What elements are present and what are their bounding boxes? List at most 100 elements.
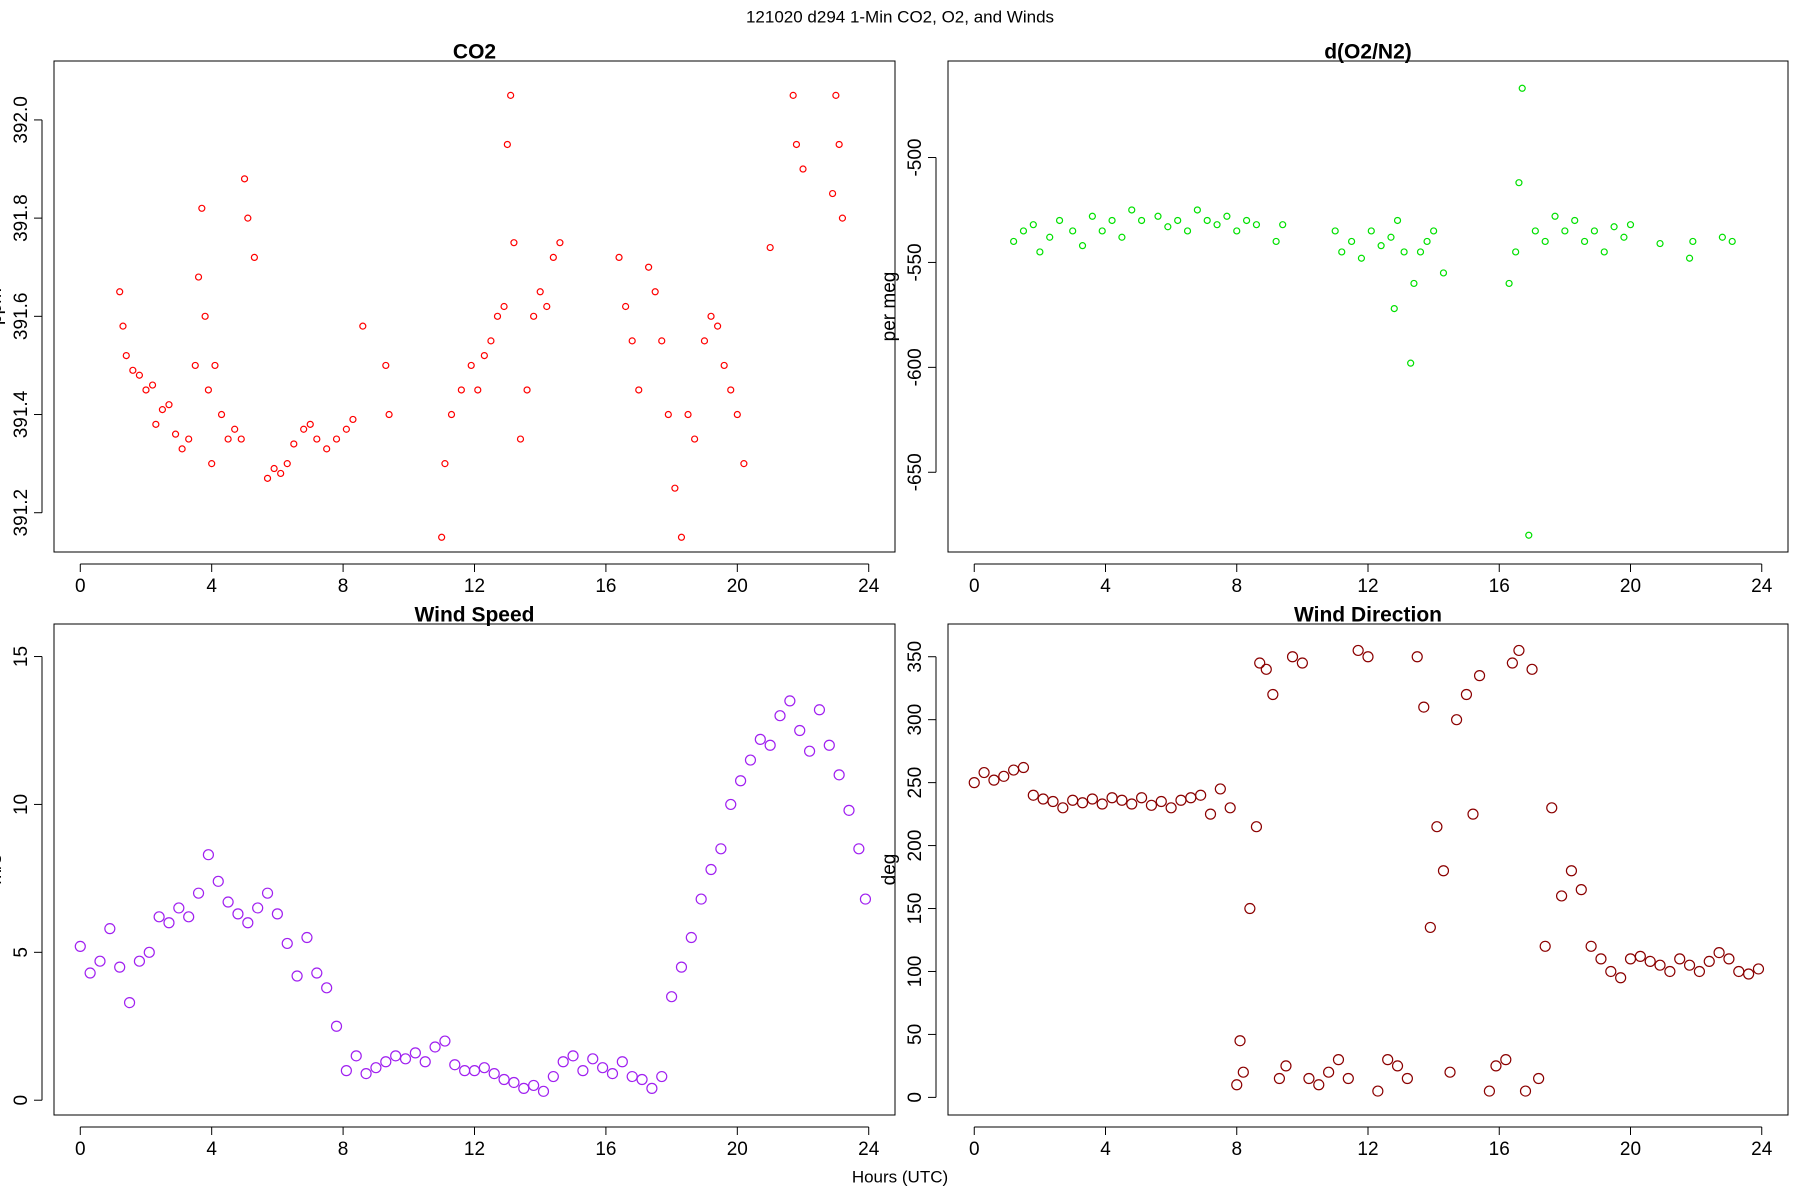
data-point bbox=[615, 253, 623, 261]
data-point bbox=[1338, 248, 1346, 256]
data-point bbox=[1624, 953, 1637, 965]
y-tick-label: 150 bbox=[905, 893, 926, 925]
data-point bbox=[222, 896, 234, 908]
data-point bbox=[439, 1035, 451, 1047]
data-point bbox=[1531, 227, 1539, 235]
data-point bbox=[252, 902, 264, 914]
data-point bbox=[1047, 795, 1059, 808]
data-point bbox=[516, 435, 525, 443]
data-point bbox=[1250, 821, 1263, 833]
data-point bbox=[1126, 798, 1138, 810]
data-point bbox=[1223, 212, 1231, 220]
data-point bbox=[1585, 940, 1597, 952]
data-point bbox=[1193, 206, 1201, 214]
x-tick-label: 4 bbox=[1100, 576, 1111, 597]
data-point bbox=[1347, 237, 1356, 246]
data-point bbox=[240, 175, 249, 183]
data-point bbox=[1555, 890, 1568, 902]
data-point bbox=[1088, 212, 1096, 220]
data-point bbox=[74, 940, 86, 953]
y-tick-label: 10 bbox=[11, 794, 32, 815]
data-point bbox=[1377, 242, 1385, 250]
data-point bbox=[549, 253, 557, 261]
data-point bbox=[382, 361, 390, 370]
data-point bbox=[725, 798, 737, 811]
data-point bbox=[224, 435, 232, 443]
data-point bbox=[1505, 279, 1513, 288]
data-point bbox=[242, 917, 254, 929]
data-point bbox=[1204, 808, 1217, 820]
data-point bbox=[1237, 1066, 1249, 1078]
data-point bbox=[183, 911, 195, 923]
data-point bbox=[1515, 179, 1523, 187]
data-point bbox=[1108, 216, 1116, 225]
data-point bbox=[142, 386, 150, 394]
data-point bbox=[474, 386, 482, 394]
data-point bbox=[1233, 227, 1241, 235]
data-point bbox=[158, 406, 167, 414]
data-point bbox=[700, 337, 709, 345]
data-point bbox=[1411, 651, 1423, 663]
y-axis-label: per meg bbox=[879, 272, 900, 342]
data-point bbox=[487, 337, 495, 345]
data-point bbox=[1267, 688, 1279, 701]
data-point bbox=[744, 754, 757, 766]
x-tick-label: 20 bbox=[1620, 576, 1641, 597]
data-point bbox=[823, 739, 835, 751]
y-tick-label: 391.8 bbox=[11, 194, 32, 242]
data-point bbox=[1467, 808, 1479, 820]
data-point bbox=[123, 997, 136, 1009]
data-point bbox=[500, 302, 508, 311]
data-point bbox=[244, 214, 252, 222]
data-point bbox=[1610, 223, 1618, 231]
data-point bbox=[754, 733, 766, 745]
data-point bbox=[498, 1073, 510, 1086]
data-point bbox=[208, 460, 216, 468]
data-point bbox=[1279, 221, 1287, 229]
data-point bbox=[828, 189, 837, 198]
data-point bbox=[1689, 237, 1697, 246]
data-point bbox=[1313, 1079, 1325, 1091]
data-point bbox=[626, 1070, 638, 1083]
x-tick-label: 12 bbox=[464, 1139, 485, 1160]
data-point bbox=[342, 425, 350, 433]
data-point bbox=[646, 1082, 658, 1094]
data-point bbox=[1437, 865, 1450, 877]
x-tick-label: 16 bbox=[595, 1139, 616, 1160]
data-point bbox=[658, 337, 666, 345]
data-point bbox=[1203, 216, 1211, 225]
data-point bbox=[488, 1067, 500, 1080]
data-point bbox=[547, 1070, 559, 1083]
data-point bbox=[537, 1085, 550, 1097]
data-point bbox=[1571, 216, 1579, 225]
y-axis-label: ppm bbox=[0, 288, 6, 325]
x-tick-label: 16 bbox=[1489, 1139, 1510, 1160]
data-point bbox=[1644, 955, 1656, 968]
data-point bbox=[457, 386, 465, 394]
data-point bbox=[1155, 795, 1167, 808]
data-point bbox=[301, 931, 313, 944]
x-tick-label: 0 bbox=[969, 576, 980, 597]
data-point bbox=[291, 970, 303, 982]
data-point bbox=[968, 777, 980, 789]
x-tick-label: 16 bbox=[1489, 576, 1510, 597]
data-point bbox=[1260, 663, 1272, 675]
data-point bbox=[231, 425, 239, 433]
data-point bbox=[1551, 212, 1559, 220]
x-tick-label: 24 bbox=[1751, 1139, 1773, 1160]
data-point bbox=[493, 312, 502, 320]
data-point bbox=[784, 695, 796, 707]
data-point bbox=[1098, 227, 1106, 235]
x-tick-label: 4 bbox=[206, 576, 217, 597]
data-point bbox=[1580, 237, 1589, 246]
data-point bbox=[1323, 1066, 1335, 1078]
data-point bbox=[1595, 953, 1607, 965]
data-point bbox=[323, 445, 331, 453]
data-point bbox=[606, 1067, 619, 1080]
data-point bbox=[212, 875, 224, 887]
data-point bbox=[185, 435, 193, 443]
data-point bbox=[998, 770, 1010, 782]
data-point bbox=[1390, 304, 1398, 313]
x-tick-label: 4 bbox=[206, 1139, 217, 1160]
data-point bbox=[789, 91, 797, 99]
